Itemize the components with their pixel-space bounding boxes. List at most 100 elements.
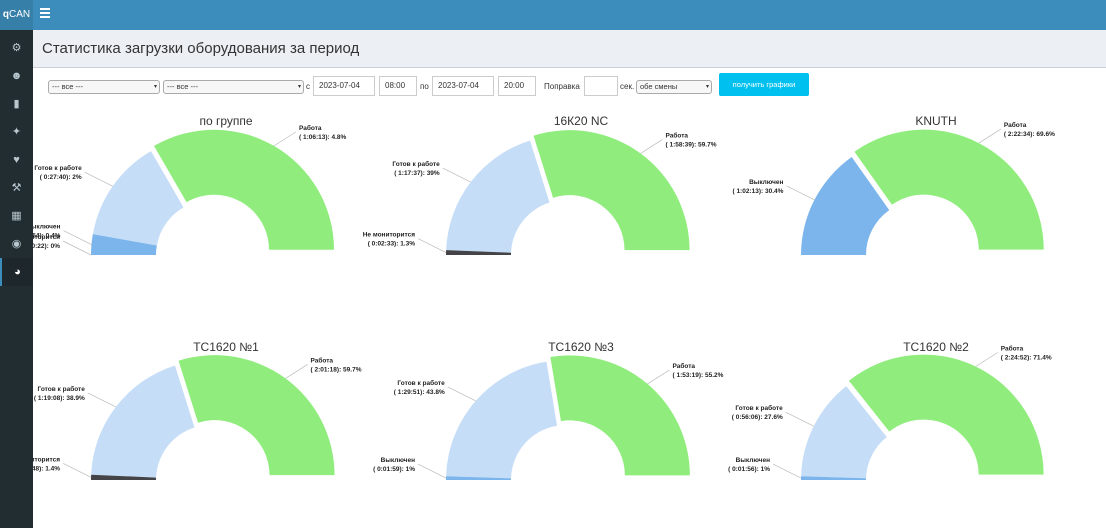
label-connector xyxy=(447,386,476,402)
machine-select[interactable]: --- все --- ▾ xyxy=(163,80,304,94)
data-label-value: ( 2:22:34): 69.6% xyxy=(1004,131,1055,138)
label-connector xyxy=(62,463,92,478)
data-label-name: Не мониторится xyxy=(33,234,60,241)
label-connector xyxy=(87,392,116,408)
pie-slice[interactable] xyxy=(91,474,157,480)
users-icon[interactable]: ☻ xyxy=(10,70,23,82)
chart-title-1: 16К20 NC xyxy=(553,114,609,128)
data-label-value: ( 0:00:22): 0% xyxy=(33,243,60,250)
data-label-value: ( 0:27:40): 2% xyxy=(40,174,82,181)
data-label-name: Готов к работе xyxy=(392,160,440,168)
label-connector xyxy=(442,167,471,183)
data-label-value: ( 0:01:59): 1% xyxy=(373,466,415,473)
page-title: Статистика загрузки оборудования за пери… xyxy=(42,40,360,57)
data-label-value: ( 1:17:37): 39% xyxy=(394,170,440,177)
app-logo[interactable]: qCAN xyxy=(0,0,33,30)
pie-slice[interactable] xyxy=(446,476,512,480)
data-label-name: Выключен xyxy=(736,457,770,464)
pie-slice[interactable] xyxy=(801,157,890,255)
main-content: Статистика загрузки оборудования за пери… xyxy=(33,30,1106,528)
pie-slice[interactable] xyxy=(848,354,1044,475)
data-label-value: ( 1:58:39): 59.7% xyxy=(666,141,717,148)
pie-slice[interactable] xyxy=(92,151,184,246)
label-connector xyxy=(786,185,815,201)
data-label-value: ( 0:02:33): 1.3% xyxy=(368,241,416,248)
data-label-name: Работа xyxy=(1001,345,1024,353)
pie-slice[interactable] xyxy=(446,361,558,479)
label-connector xyxy=(975,352,998,367)
data-label-value: ( 2:01:18): 59.7% xyxy=(311,366,362,373)
data-label-name: Выключен xyxy=(749,179,783,186)
page-header: Статистика загрузки оборудования за пери… xyxy=(33,30,1106,68)
to-time-input[interactable]: 20:00 xyxy=(498,76,536,96)
data-label-value: ( 0:02:48): 1.4% xyxy=(33,465,60,472)
gear-icon[interactable]: ⚙ xyxy=(11,42,22,54)
cubes-icon[interactable]: ▦ xyxy=(11,210,22,222)
label-connector xyxy=(84,171,113,187)
pie-slice[interactable] xyxy=(154,129,334,250)
pie-slice[interactable] xyxy=(801,386,887,479)
pie-slice[interactable] xyxy=(854,129,1044,250)
data-label-value: ( 1:06:13): 4.8% xyxy=(299,134,347,141)
data-label-name: Готов к работе xyxy=(38,385,86,393)
data-label-name: Работа xyxy=(673,362,696,370)
pie-slice[interactable] xyxy=(91,234,157,255)
label-connector xyxy=(417,238,447,253)
pie-slice[interactable] xyxy=(533,130,690,251)
to-label: по xyxy=(420,82,429,91)
from-time-input[interactable]: 08:00 xyxy=(379,76,417,96)
brand-name: CAN xyxy=(8,9,31,20)
data-label-name: Не мониторится xyxy=(33,456,60,463)
data-label-name: Готов к работе xyxy=(735,404,783,412)
correction-input[interactable] xyxy=(584,76,618,96)
chart-title-0: по группе xyxy=(199,114,253,128)
brand-prefix: q xyxy=(2,9,9,20)
data-label-value: ( 1:29:51): 43.8% xyxy=(394,389,445,396)
label-connector xyxy=(785,411,814,427)
data-label-name: Работа xyxy=(666,131,689,139)
pie-slice[interactable] xyxy=(446,250,512,255)
data-label-value: ( 1:53:19): 55.2% xyxy=(673,372,724,379)
chart-title-2: KNUTH xyxy=(915,114,957,128)
eye-icon[interactable]: ◉ xyxy=(11,238,22,250)
wrench-icon[interactable]: ⚒ xyxy=(11,182,22,194)
label-connector xyxy=(647,369,670,385)
from-date-input[interactable]: 2023-07-04 xyxy=(313,76,375,96)
label-connector xyxy=(63,230,92,245)
pie-slice[interactable] xyxy=(446,140,550,253)
pie-slice[interactable] xyxy=(550,355,690,476)
get-charts-button[interactable]: получить графики xyxy=(719,73,809,96)
data-label-name: Выключен xyxy=(381,457,415,464)
seconds-label: сек. xyxy=(620,82,635,91)
chart-title-3: TC1620 №1 xyxy=(193,340,259,354)
top-navbar: qCAN xyxy=(0,0,1106,30)
heartbeat-icon[interactable]: ♥ xyxy=(13,154,20,166)
label-connector xyxy=(417,463,447,479)
chart-title-5: TC1620 №2 xyxy=(903,340,969,354)
label-connector xyxy=(772,463,802,479)
data-label-name: Работа xyxy=(311,356,334,364)
group-select[interactable]: --- все --- ▾ xyxy=(48,80,160,94)
data-label-value: ( 1:02:13): 30.4% xyxy=(732,188,783,195)
data-label-value: ( 0:56:06): 27.6% xyxy=(732,414,783,421)
label-connector xyxy=(640,139,663,154)
pie-slice[interactable] xyxy=(91,365,195,478)
data-label-name: Не мониторится xyxy=(363,232,415,239)
data-label-value: ( 1:19:08): 38.9% xyxy=(34,395,85,402)
pie-chart-icon[interactable]: ◕ xyxy=(0,258,33,286)
pie-slice[interactable] xyxy=(178,355,335,476)
pie-charts-area: Работа ( 1:06:13): 4.8% Готов к работе ( 0:… xyxy=(33,121,1055,480)
label-connector xyxy=(273,131,297,147)
data-label-name: Работа xyxy=(299,124,322,132)
pie-slice[interactable] xyxy=(801,476,867,480)
correction-label: Поправка xyxy=(544,82,580,91)
menu-toggle-icon[interactable] xyxy=(40,8,50,20)
shift-select[interactable]: обе смены ▾ xyxy=(636,80,712,94)
sidebar: ⚙ ☻ ▮ ✦ ♥ ⚒ ▦ ◉ ◕ xyxy=(0,30,33,528)
label-connector xyxy=(285,364,308,379)
chart-title-4: TC1620 №3 xyxy=(548,340,614,354)
tablet-icon[interactable]: ▮ xyxy=(13,98,20,110)
to-date-input[interactable]: 2023-07-04 xyxy=(432,76,494,96)
plug-icon[interactable]: ✦ xyxy=(11,126,22,138)
data-label-name: Готов к работе xyxy=(397,379,445,387)
